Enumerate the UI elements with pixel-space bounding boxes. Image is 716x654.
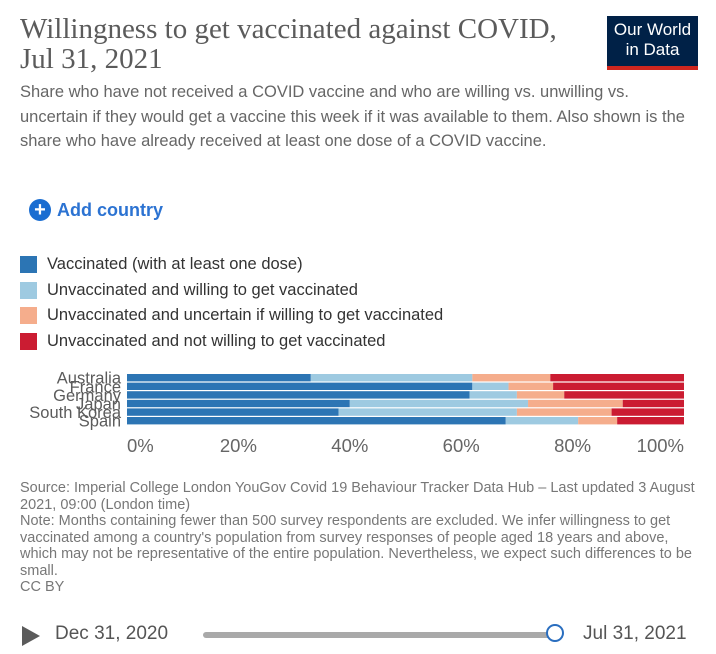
category-label-australia: Australia xyxy=(57,370,122,388)
bar-germany-vaccinated[interactable] xyxy=(127,391,470,399)
bar-south-korea-willing[interactable] xyxy=(338,408,517,416)
x-tick-label: 0% xyxy=(127,435,154,456)
timeline-start-label[interactable]: Dec 31, 2020 xyxy=(55,623,169,644)
bar-japan-vaccinated[interactable] xyxy=(127,399,350,408)
x-tick-label: 40% xyxy=(331,435,368,456)
category-label-south-korea: South Korea xyxy=(29,404,122,422)
bar-germany-unwilling[interactable] xyxy=(564,391,684,399)
category-label-france: France xyxy=(70,378,121,396)
bar-france-vaccinated[interactable] xyxy=(127,382,473,390)
bar-australia-unwilling[interactable] xyxy=(550,374,684,382)
chart-footer: Source: Imperial College London YouGov C… xyxy=(20,480,700,596)
category-label-spain: Spain xyxy=(79,413,121,431)
bar-australia-uncertain[interactable] xyxy=(472,374,551,382)
legend-label-unwilling: Unvaccinated and not willing to get vacc… xyxy=(47,331,386,350)
bar-japan-willing[interactable] xyxy=(349,399,529,408)
bar-spain-uncertain[interactable] xyxy=(578,417,618,425)
legend-swatch-vaccinated xyxy=(20,256,37,274)
bar-south-korea-uncertain[interactable] xyxy=(516,408,612,416)
bar-germany-uncertain[interactable] xyxy=(516,391,565,399)
bar-south-korea-vaccinated[interactable] xyxy=(127,408,339,416)
owid-logo[interactable]: Our World in Data xyxy=(607,16,698,70)
bar-south-korea-unwilling[interactable] xyxy=(611,408,684,416)
add-country-button[interactable]: + Add country xyxy=(29,197,163,223)
legend-swatch-unwilling xyxy=(20,332,37,350)
bar-france-willing[interactable] xyxy=(472,382,509,390)
chart-title: Willingness to get vaccinated against CO… xyxy=(20,13,557,75)
add-country-label: Add country xyxy=(57,199,163,220)
bar-germany-willing[interactable] xyxy=(469,391,517,399)
category-label-japan: Japan xyxy=(76,396,121,414)
legend-item-vaccinated[interactable]: Vaccinated (with at least one dose) xyxy=(20,252,443,278)
bar-spain-unwilling[interactable] xyxy=(617,417,684,425)
category-label-germany: Germany xyxy=(53,387,122,405)
legend-item-willing[interactable]: Unvaccinated and willing to get vaccinat… xyxy=(20,278,443,304)
source-text: Source: Imperial College London YouGov C… xyxy=(20,480,695,513)
x-tick-label: 60% xyxy=(443,435,480,456)
legend-swatch-uncertain xyxy=(20,307,37,325)
license-text[interactable]: CC BY xyxy=(20,579,65,595)
legend: Vaccinated (with at least one dose) Unva… xyxy=(20,252,443,354)
legend-swatch-willing xyxy=(20,281,37,299)
play-icon[interactable] xyxy=(22,626,40,646)
x-tick-label: 100% xyxy=(637,435,684,456)
chart-subtitle: Share who have not received a COVID vacc… xyxy=(20,83,685,150)
bar-australia-willing[interactable] xyxy=(310,374,473,382)
legend-label-uncertain: Unvaccinated and uncertain if willing to… xyxy=(47,306,444,325)
bar-australia-vaccinated[interactable] xyxy=(127,374,311,382)
bar-japan-unwilling[interactable] xyxy=(622,399,684,408)
bar-japan-uncertain[interactable] xyxy=(528,399,623,408)
logo-line-2: in Data xyxy=(625,40,680,59)
x-tick-label: 80% xyxy=(554,435,591,456)
legend-label-willing: Unvaccinated and willing to get vaccinat… xyxy=(47,280,358,299)
bar-france-uncertain[interactable] xyxy=(508,382,554,390)
timeline: Dec 31, 2020 Jul 31, 2021 xyxy=(20,618,710,652)
bar-spain-vaccinated[interactable] xyxy=(127,417,506,425)
bar-france-unwilling[interactable] xyxy=(553,382,684,390)
note-text: Note: Months containing fewer than 500 s… xyxy=(20,513,692,579)
logo-line-1: Our World xyxy=(613,20,692,39)
x-tick-label: 20% xyxy=(220,435,257,456)
plus-circle-icon: + xyxy=(29,199,51,221)
timeline-end-label[interactable]: Jul 31, 2021 xyxy=(583,623,687,644)
legend-item-unwilling[interactable]: Unvaccinated and not willing to get vacc… xyxy=(20,329,443,355)
bar-spain-willing[interactable] xyxy=(505,417,579,425)
timeline-handle[interactable] xyxy=(546,624,564,642)
legend-item-uncertain[interactable]: Unvaccinated and uncertain if willing to… xyxy=(20,303,443,329)
legend-label-vaccinated: Vaccinated (with at least one dose) xyxy=(47,255,303,274)
timeline-track[interactable] xyxy=(203,632,558,638)
